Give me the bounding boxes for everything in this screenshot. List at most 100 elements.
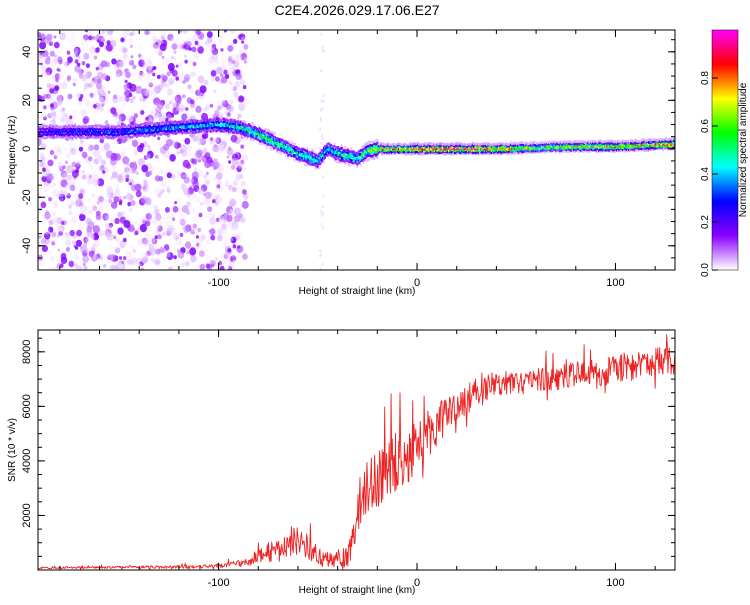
spectrogram-noise-cell — [117, 227, 123, 234]
spectrogram-noise-cell — [228, 223, 231, 226]
spectrogram-noise-cell — [186, 251, 189, 255]
spectrogram-noise-cell — [206, 238, 212, 245]
spectrogram-noise-cell — [122, 212, 126, 216]
spectrogram-noise-cell — [220, 218, 224, 223]
spectrogram-noise-cell — [185, 107, 188, 111]
spectrogram-noise-cell — [193, 72, 197, 76]
spectrogram-noise-cell — [234, 81, 240, 88]
spectrogram-noise-cell — [54, 85, 59, 91]
y-tick-label: 4000 — [21, 449, 33, 473]
spectrogram-noise-cell — [105, 62, 110, 68]
spectrogram-noise-cell — [143, 239, 150, 247]
spectrogram-noise-cell — [199, 235, 205, 242]
spectrogram-noise-cell — [202, 148, 207, 154]
spectrogram-noise-cell — [183, 160, 190, 168]
spectrogram-noise-cell — [243, 85, 247, 89]
spectrogram-noise-cell — [159, 191, 162, 195]
spectrogram-noise-cell — [150, 248, 154, 252]
spectrogram-noise-cell — [236, 214, 242, 221]
spectrogram-noise-cell — [167, 88, 173, 95]
spectrogram-noise-cell — [72, 240, 76, 245]
spectrogram-noise-cell — [60, 198, 63, 202]
spectrogram-noise-cell — [320, 69, 322, 72]
spectrogram-noise-cell — [210, 228, 216, 235]
spectrogram-noise-cell — [181, 175, 184, 179]
spectrogram-noise-cell — [203, 107, 208, 112]
spectrogram-noise-cell — [186, 149, 193, 157]
spectrogram-noise-cell — [57, 162, 64, 170]
spectrogram-noise-cell — [169, 154, 176, 162]
spectrogram-noise-cell — [186, 201, 191, 207]
spectrogram-noise-cell — [86, 226, 92, 233]
spectrogram-noise-cell — [72, 194, 78, 200]
spectrogram-noise-cell — [174, 255, 177, 259]
spectrogram-noise-cell — [82, 152, 88, 159]
spectrogram-noise-cell — [116, 141, 119, 144]
spectrogram-noise-cell — [95, 107, 100, 113]
spectrogram-signal-cell — [377, 139, 379, 142]
spectrogram-noise-cell — [163, 144, 169, 151]
spectrogram-noise-cell — [151, 237, 156, 243]
colorbar-tick-label: 0.2 — [700, 215, 711, 229]
spectrogram-noise-cell — [75, 206, 78, 209]
spectrogram-noise-cell — [136, 190, 142, 197]
spectrogram-noise-cell — [135, 217, 142, 225]
spectrogram-noise-cell — [230, 238, 233, 241]
spectrogram-noise-cell — [146, 78, 153, 86]
colorbar-tick-label: 0.6 — [700, 119, 711, 133]
colorbar: 0.00.20.40.60.8 Normalized spectral ampl… — [700, 30, 749, 277]
spectrogram-noise-cell — [230, 209, 234, 213]
spectrogram-noise-cell — [178, 251, 185, 259]
spectrogram-noise-cell — [47, 56, 50, 60]
spectrogram-noise-cell — [124, 249, 128, 253]
spectrogram-noise-cell — [220, 48, 223, 52]
spectrogram-noise-cell — [215, 187, 219, 191]
spectrogram-noise-cell — [79, 147, 83, 152]
spectrogram-noise-cell — [206, 263, 211, 268]
y-tick-label: 6000 — [21, 394, 33, 418]
spectrogram-noise-cell — [38, 235, 41, 239]
spectrogram-signal-cell — [237, 118, 239, 121]
spectrogram-noise-cell — [111, 58, 116, 64]
spectrogram-noise-cell — [161, 36, 165, 41]
spectrogram-noise-cell — [238, 114, 242, 118]
spectrogram-noise-cell — [50, 150, 55, 155]
spectrogram-noise-cell — [60, 107, 66, 114]
spectrogram-noise-cell — [220, 73, 224, 77]
spectrogram-noise-cell — [118, 177, 123, 183]
spectrogram-signal-cell — [227, 115, 229, 118]
spectrogram-signal-cell — [334, 143, 336, 146]
spectrogram-noise-cell — [174, 201, 177, 204]
spectrogram-noise-cell — [132, 65, 136, 70]
spectrogram-noise-cell — [52, 212, 56, 217]
spectrogram-noise-cell — [68, 94, 73, 100]
spectrogram-noise-cell — [138, 53, 143, 59]
spectrogram-noise-cell — [199, 264, 205, 271]
spectrogram-noise-cell — [80, 139, 84, 144]
spectrogram-signal-cell — [294, 143, 296, 146]
spectrogram-noise-cell — [223, 70, 227, 75]
spectrogram-noise-cell — [83, 87, 86, 91]
spectrogram-noise-cell — [197, 170, 203, 177]
spectrogram-noise-cell — [231, 135, 238, 143]
spectrogram-noise-cell — [166, 185, 170, 190]
spectrogram-noise-cell — [101, 160, 106, 166]
spectrogram-noise-cell — [82, 61, 86, 65]
spectrogram-noise-cell — [75, 169, 79, 174]
spectrogram-noise-cell — [196, 243, 199, 247]
spectrogram-noise-cell — [83, 263, 86, 266]
spectrogram-signal-cell — [266, 146, 268, 149]
spectrogram-noise-cell — [321, 107, 323, 110]
spectrogram-noise-cell — [193, 223, 198, 228]
spectrogram-noise-cell — [219, 34, 223, 39]
y-tick-label: 40 — [21, 46, 33, 58]
spectrogram-noise-cell — [124, 84, 129, 90]
spectrogram-noise-cell — [119, 256, 122, 260]
spectrogram-noise-cell — [115, 188, 121, 194]
spectrogram-noise-cell — [173, 206, 179, 213]
spectrogram-noise-cell — [73, 83, 76, 86]
spectrogram-noise-cell — [64, 235, 69, 241]
spectrogram-noise-cell — [144, 30, 149, 35]
spectrogram-noise-cell — [135, 86, 142, 94]
spectrogram-noise-cell — [142, 60, 145, 64]
